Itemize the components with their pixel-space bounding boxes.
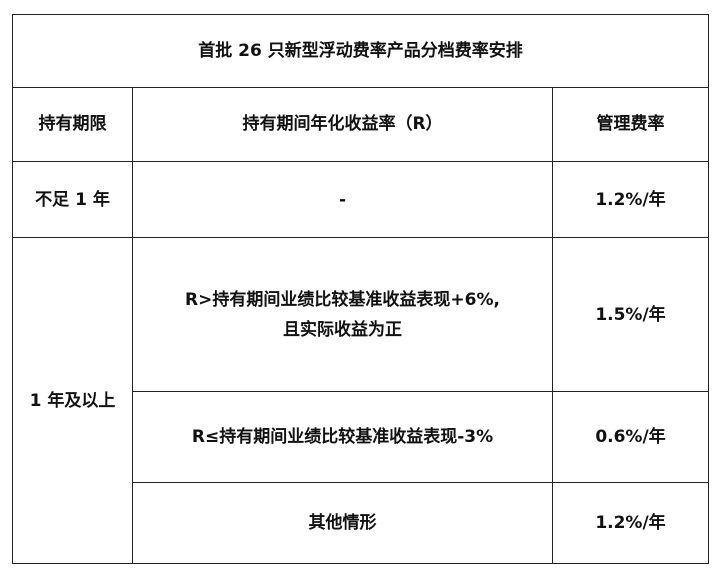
table-row: 不足 1 年 - 1.2%/年	[12, 161, 709, 239]
fee-cell: 1.2%/年	[552, 161, 709, 239]
condition-line: R>持有期间业绩比较基准收益表现+6%,	[185, 289, 500, 310]
condition-line: 且实际收益为正	[283, 319, 402, 340]
table-title: 首批 26 只新型浮动费率产品分档费率安排	[12, 14, 709, 88]
condition-cell: R>持有期间业绩比较基准收益表现+6%, 且实际收益为正	[132, 237, 553, 393]
header-return: 持有期间年化收益率（R）	[132, 86, 553, 163]
table-row: 1 年及以上 R>持有期间业绩比较基准收益表现+6%, 且实际收益为正 1.5%…	[12, 237, 709, 564]
table-row: R≤持有期间业绩比较基准收益表现-3% 0.6%/年	[13, 391, 709, 484]
fee-schedule-table: 首批 26 只新型浮动费率产品分档费率安排 持有期限 持有期间年化收益率（R） …	[12, 14, 709, 564]
header-row: 持有期限 持有期间年化收益率（R） 管理费率	[12, 86, 709, 163]
header-fee: 管理费率	[552, 86, 709, 163]
fee-cell: 1.5%/年	[552, 237, 709, 393]
title-row: 首批 26 只新型浮动费率产品分档费率安排	[12, 14, 709, 88]
fee-cell: 1.2%/年	[552, 482, 709, 564]
table-row: 其他情形 1.2%/年	[13, 482, 709, 564]
fee-cell: 0.6%/年	[552, 391, 709, 484]
period-cell: 不足 1 年	[12, 161, 133, 239]
header-period: 持有期限	[12, 86, 133, 163]
condition-cell: R≤持有期间业绩比较基准收益表现-3%	[132, 391, 553, 484]
period-cell: 1 年及以上	[12, 237, 133, 564]
condition-cell: 其他情形	[132, 482, 553, 564]
condition-cell: -	[132, 161, 553, 239]
